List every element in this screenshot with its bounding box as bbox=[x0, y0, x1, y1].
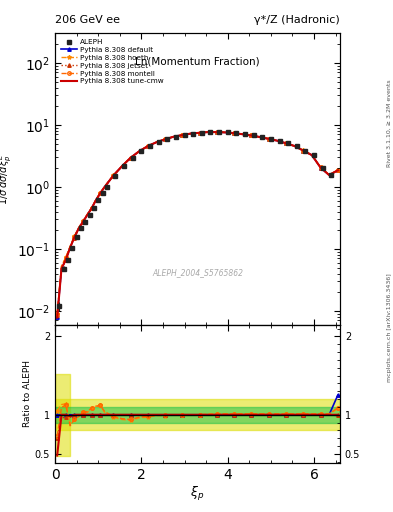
Text: Rivet 3.1.10, ≥ 3.2M events: Rivet 3.1.10, ≥ 3.2M events bbox=[387, 79, 392, 167]
Text: γ*/Z (Hadronic): γ*/Z (Hadronic) bbox=[254, 14, 340, 25]
Text: Ln(Momentum Fraction): Ln(Momentum Fraction) bbox=[135, 57, 260, 67]
Text: 206 GeV ee: 206 GeV ee bbox=[55, 14, 120, 25]
Legend: ALEPH, Pythia 8.308 default, Pythia 8.308 hoeth, Pythia 8.308 jetset, Pythia 8.3: ALEPH, Pythia 8.308 default, Pythia 8.30… bbox=[59, 37, 166, 87]
Y-axis label: $1/\sigma\,d\sigma/d\xi_p^E$: $1/\sigma\,d\sigma/d\xi_p^E$ bbox=[0, 153, 14, 205]
X-axis label: $\xi_p$: $\xi_p$ bbox=[190, 485, 205, 503]
Text: ALEPH_2004_S5765862: ALEPH_2004_S5765862 bbox=[152, 268, 243, 276]
Text: mcplots.cern.ch [arXiv:1306.3436]: mcplots.cern.ch [arXiv:1306.3436] bbox=[387, 273, 392, 382]
Y-axis label: Ratio to ALEPH: Ratio to ALEPH bbox=[23, 360, 32, 428]
